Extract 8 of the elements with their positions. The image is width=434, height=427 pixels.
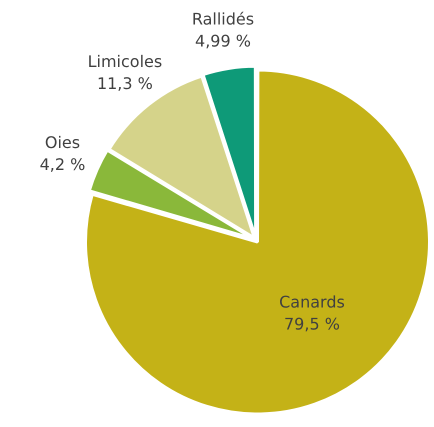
data-label: 79,5 % [284,314,340,334]
slice-label: Limicoles [88,52,162,72]
data-label: 4,99 % [195,31,251,50]
slice-label: Oies [44,132,80,152]
slice-label: Canards [279,292,345,312]
data-label: 4,2 % [40,154,86,174]
slice-label: Rallidés [192,9,254,28]
data-label: 11,3 % [96,74,153,94]
